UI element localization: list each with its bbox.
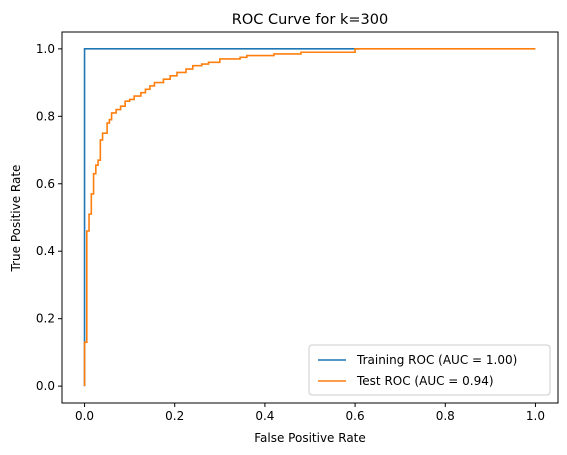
- series-line-test: [83, 48, 536, 387]
- chart-title: ROC Curve for k=300: [232, 12, 388, 28]
- x-tick-label: 1.0: [526, 409, 545, 423]
- x-tick-label: 0.0: [75, 409, 94, 423]
- y-axis-ticks: 0.0 0.2 0.4 0.6 0.8 1.0: [36, 42, 62, 393]
- x-tick-label: 0.6: [346, 409, 365, 423]
- plot-area: [61, 31, 559, 404]
- y-tick-label: 0.6: [36, 177, 55, 191]
- y-tick-label: 0.8: [36, 109, 55, 123]
- axes-frame: [61, 31, 559, 404]
- x-axis-label: False Positive Rate: [254, 431, 366, 445]
- x-tick-label: 0.2: [165, 409, 184, 423]
- x-tick-label: 0.4: [255, 409, 274, 423]
- y-tick-label: 1.0: [36, 42, 55, 56]
- legend: Training ROC (AUC = 1.00) Test ROC (AUC =…: [308, 344, 551, 396]
- x-tick-label: 0.8: [436, 409, 455, 423]
- y-tick-label: 0.4: [36, 244, 55, 258]
- y-tick-label: 0.0: [36, 379, 55, 393]
- legend-box: [308, 344, 551, 396]
- legend-entry: Training ROC (AUC = 1.00): [356, 353, 517, 367]
- legend-entry: Test ROC (AUC = 0.94): [356, 374, 494, 388]
- y-tick-label: 0.2: [36, 312, 55, 326]
- x-axis-ticks: 0.0 0.2 0.4 0.6 0.8 1.0: [75, 403, 545, 423]
- y-axis-label: True Positive Rate: [9, 165, 23, 273]
